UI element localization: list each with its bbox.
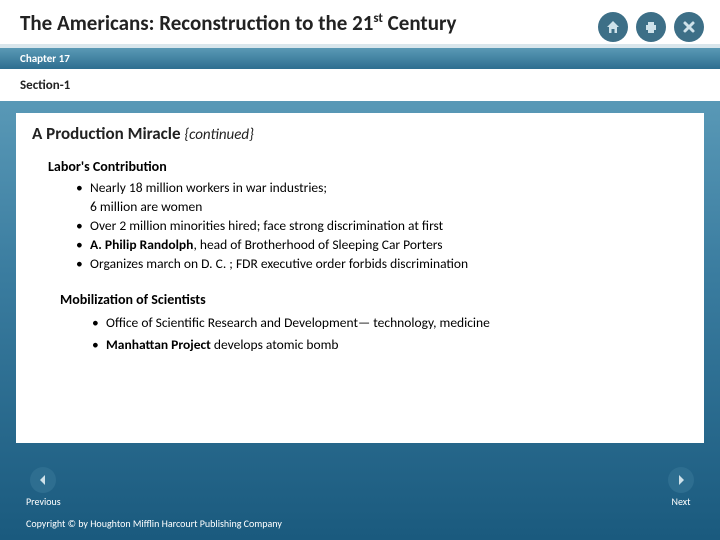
content-panel: A Production Miracle {continued} Labor's… — [16, 113, 704, 443]
next-arrow-icon — [668, 467, 694, 493]
previous-label: Previous — [26, 495, 61, 508]
print-icon[interactable] — [636, 12, 666, 42]
title-sup: st — [373, 11, 383, 26]
close-icon[interactable] — [674, 12, 704, 42]
continued-marker: {continued} — [184, 126, 253, 144]
next-button[interactable]: Next — [668, 467, 694, 508]
list-item: Manhattan Project develops atomic bomb — [92, 334, 688, 356]
list-item: A. Philip Randolph, head of Brotherhood … — [76, 236, 688, 255]
title-pre: The Americans: Reconstruction to the 21 — [20, 10, 373, 36]
list-item: Nearly 18 million workers in war industr… — [76, 179, 688, 217]
list-item: Office of Scientific Research and Develo… — [92, 312, 688, 334]
chapter-label: Chapter 17 — [0, 48, 720, 70]
bullets-labor: Nearly 18 million workers in war industr… — [76, 179, 688, 273]
list-item: Over 2 million minorities hired; face st… — [76, 217, 688, 236]
list-item: Organizes march on D. C. ; FDR executive… — [76, 255, 688, 274]
copyright-text: Copyright © by Houghton Mifflin Harcourt… — [26, 517, 282, 530]
nav-bar: Previous Next — [0, 467, 720, 508]
header-icons — [598, 12, 704, 42]
bullets-scientists: Office of Scientific Research and Develo… — [92, 312, 688, 355]
title-post: Century — [383, 10, 457, 36]
previous-arrow-icon — [30, 467, 56, 493]
home-icon[interactable] — [598, 12, 628, 42]
content-heading: A Production Miracle {continued} — [32, 123, 688, 144]
subheading-scientists: Mobilization of Scientists — [60, 291, 688, 308]
heading-text: A Production Miracle — [32, 123, 181, 144]
previous-button[interactable]: Previous — [26, 467, 61, 508]
section-label: Section-1 — [0, 70, 720, 101]
next-label: Next — [668, 495, 694, 508]
subheading-labor: Labor's Contribution — [48, 158, 688, 175]
slide-container: The Americans: Reconstruction to the 21s… — [0, 0, 720, 540]
